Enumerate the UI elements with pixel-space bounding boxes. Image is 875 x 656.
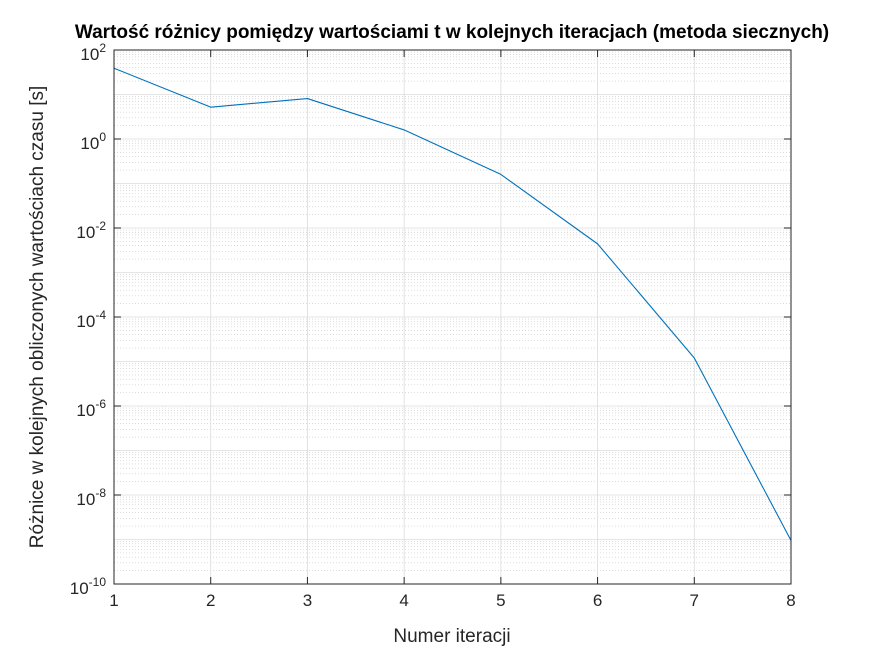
x-axis-label: Numer iteracji (393, 626, 510, 647)
x-tick-label: 2 (206, 591, 215, 610)
x-tick-label: 1 (109, 591, 118, 610)
series-layer (113, 67, 792, 541)
y-tick-label: 100 (80, 130, 106, 153)
y-tick-label: 10-4 (76, 308, 106, 331)
x-tick-label: 3 (303, 591, 312, 610)
axis-ticks (113, 49, 792, 585)
x-tick-label: 6 (593, 591, 602, 610)
y-tick-label: 10-6 (76, 397, 106, 420)
x-tick-labels: 1 2 3 4 5 6 7 8 (109, 591, 795, 610)
y-tick-label: 102 (80, 41, 106, 64)
y-tick-label: 10-10 (70, 575, 107, 598)
data-point (597, 243, 598, 244)
x-tick-label: 8 (786, 591, 795, 610)
y-axis-label: Różnice w kolejnych obliczonych wartości… (27, 86, 48, 549)
y-tick-labels: 10-10 10-8 10-6 10-4 10-2 100 102 (70, 41, 107, 598)
data-point (210, 107, 211, 108)
data-point (307, 98, 308, 99)
minor-grid (114, 51, 791, 571)
data-point (694, 357, 695, 358)
y-tick-label: 10-8 (76, 486, 106, 509)
data-point (404, 129, 405, 130)
x-tick-label: 5 (496, 591, 505, 610)
chart-title: Wartość różnicy pomiędzy wartościami t w… (75, 22, 829, 43)
series-line (113, 67, 792, 541)
y-tick-label: 10-2 (76, 219, 106, 242)
data-point (500, 174, 501, 175)
x-tick-label: 7 (690, 591, 699, 610)
x-tick-label: 4 (399, 591, 408, 610)
